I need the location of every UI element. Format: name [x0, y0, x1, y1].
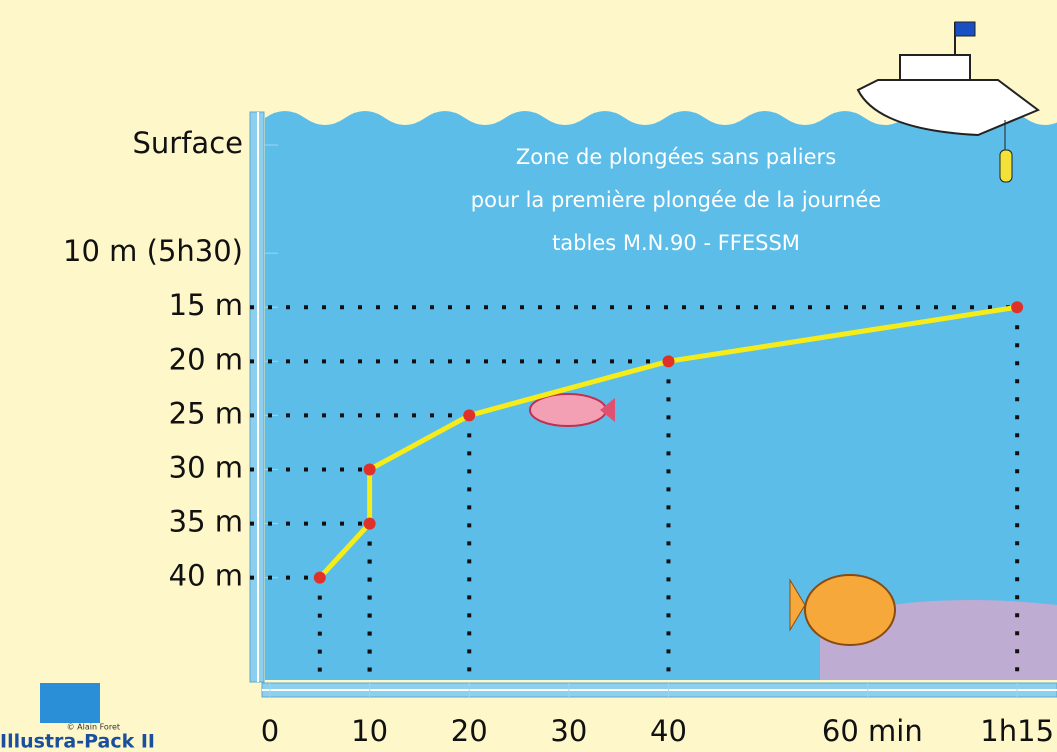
y-tick-label: 35 m: [169, 505, 243, 539]
y-tick-label: 15 m: [169, 288, 243, 322]
marker: [1011, 301, 1024, 314]
chart-title: Zone de plongées sans paliers: [516, 145, 836, 169]
y-tick-label: Surface: [133, 126, 243, 160]
y-tick-label: 25 m: [169, 396, 243, 430]
orange-fish: [789, 574, 896, 646]
y-tick-label: 40 m: [169, 559, 243, 593]
logo: Illustra-Pack II © Alain Foret: [0, 683, 155, 752]
x-tick-label: 10: [351, 714, 388, 748]
x-tick-label: 1h15: [980, 714, 1054, 748]
marker: [363, 517, 376, 530]
x-tick-label: 0: [261, 714, 279, 748]
y-tick-label: 20 m: [169, 342, 243, 376]
chart-title: tables M.N.90 - FFESSM: [552, 231, 800, 255]
marker: [463, 409, 476, 422]
marker: [662, 355, 675, 368]
copyright: © Alain Foret: [67, 723, 120, 732]
x-tick-label: 40: [650, 714, 687, 748]
logo-text: Illustra-Pack II: [0, 731, 155, 752]
line: [317, 304, 1018, 580]
marker: [363, 463, 376, 476]
chart-title: pour la première plongée de la journée: [471, 188, 881, 212]
red-fish: [529, 393, 615, 427]
x-tick-label: 60 min: [822, 714, 923, 748]
marker: [313, 571, 326, 584]
boat: [856, 21, 1040, 183]
x-tick-label: 20: [451, 714, 488, 748]
x-tick-label: 30: [550, 714, 587, 748]
y-tick-label: 10 m (5h30): [63, 234, 243, 268]
water: [265, 111, 1057, 680]
y-tick-label: 30 m: [169, 450, 243, 484]
